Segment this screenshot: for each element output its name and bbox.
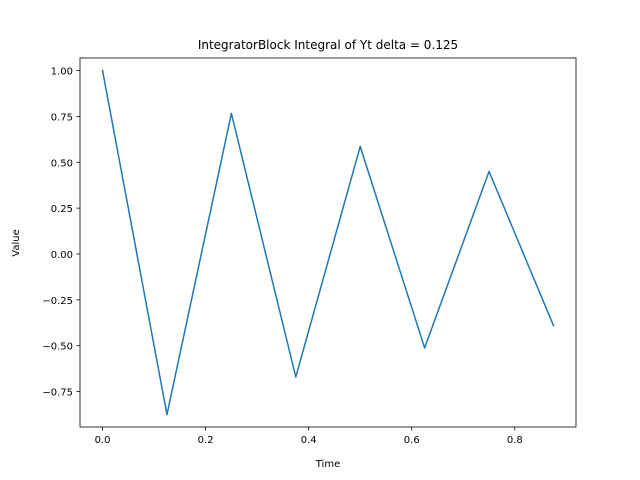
data-point [295,376,297,378]
y-tick-label: −0.50 [42,342,73,353]
y-tick-label: −0.75 [42,388,73,399]
y-tick-label: 0.25 [51,204,73,215]
plot-area: 0.0 0.2 0.4 0.6 0.8 1.00 0.75 0.50 0.25 0.00 −0.25… [42,67,555,446]
y-tick-label: 0.00 [51,250,73,261]
data-point [423,347,426,349]
y-tick-label: 0.50 [51,158,73,169]
x-tick-label: 0.0 [95,435,111,446]
y-tick-label: 0.75 [51,112,73,123]
y-tick-label: −0.25 [42,296,73,307]
data-point [166,413,168,416]
plot-frame [79,57,577,428]
y-tick-label: 1.00 [51,67,73,78]
chart-title: IntegratorBlock Integral of Yt delta = 0… [198,38,458,52]
data-point [230,112,233,115]
x-tick-label: 0.4 [301,435,317,446]
y-axis-label: Value [11,229,22,256]
x-tick-label: 0.8 [507,435,523,446]
data-point [552,324,555,327]
x-tick-label: 0.2 [198,435,214,446]
data-point [359,145,361,148]
data-point [101,69,104,72]
x-axis-label: Time [315,459,340,470]
x-tick-label: 0.6 [404,435,420,446]
data-point [488,170,490,173]
series-line [101,69,555,416]
